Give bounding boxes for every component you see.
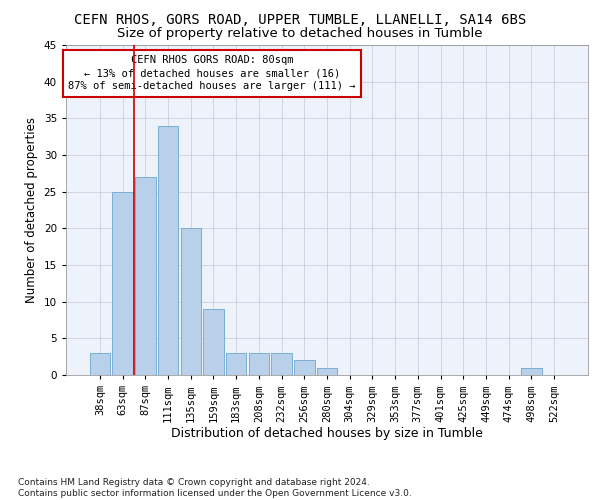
Bar	[294, 360, 314, 375]
Bar	[226, 353, 247, 375]
X-axis label: Distribution of detached houses by size in Tumble: Distribution of detached houses by size …	[171, 427, 483, 440]
Bar	[135, 177, 155, 375]
Bar	[203, 309, 224, 375]
Text: CEFN RHOS GORS ROAD: 80sqm
← 13% of detached houses are smaller (16)
87% of semi: CEFN RHOS GORS ROAD: 80sqm ← 13% of deta…	[68, 55, 356, 92]
Y-axis label: Number of detached properties: Number of detached properties	[25, 117, 38, 303]
Text: Contains HM Land Registry data © Crown copyright and database right 2024.
Contai: Contains HM Land Registry data © Crown c…	[18, 478, 412, 498]
Bar	[317, 368, 337, 375]
Bar	[181, 228, 201, 375]
Bar	[158, 126, 178, 375]
Bar	[90, 353, 110, 375]
Bar	[248, 353, 269, 375]
Bar	[521, 368, 542, 375]
Bar	[112, 192, 133, 375]
Bar	[271, 353, 292, 375]
Text: Size of property relative to detached houses in Tumble: Size of property relative to detached ho…	[117, 28, 483, 40]
Text: CEFN RHOS, GORS ROAD, UPPER TUMBLE, LLANELLI, SA14 6BS: CEFN RHOS, GORS ROAD, UPPER TUMBLE, LLAN…	[74, 12, 526, 26]
